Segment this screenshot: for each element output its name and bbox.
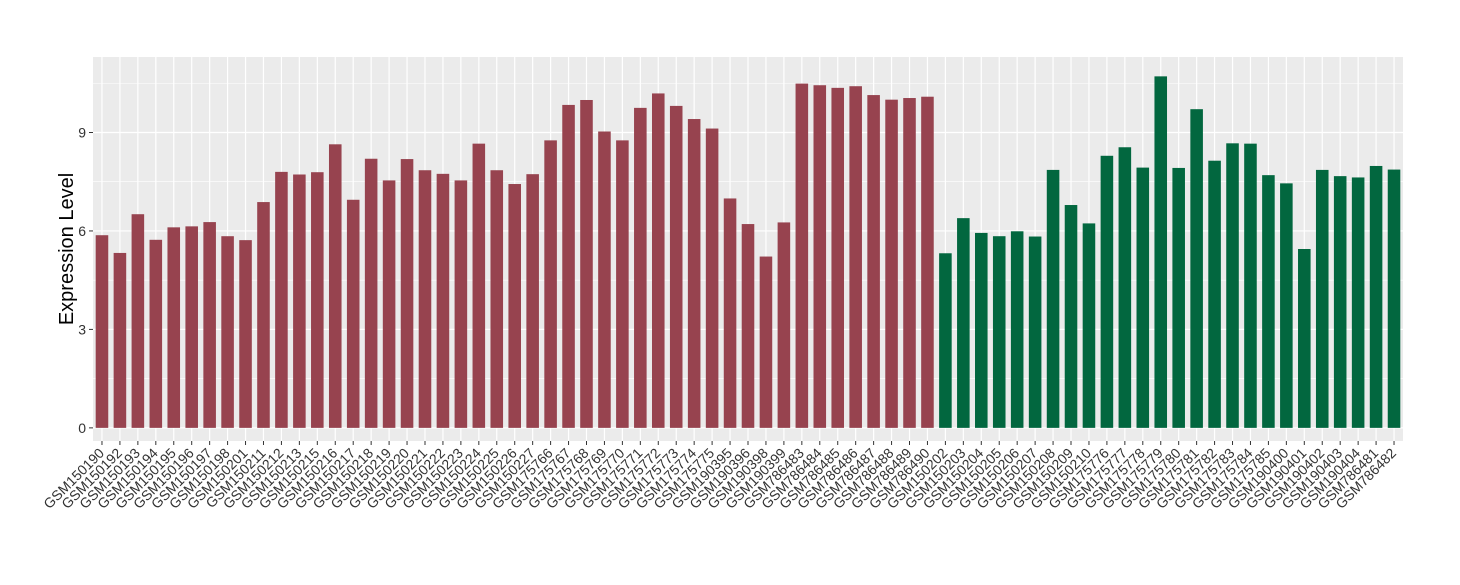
x-axis: GSM150190GSM150192GSM150193GSM150194GSM1…: [40, 441, 1399, 512]
bar: [598, 131, 611, 428]
bar: [1028, 236, 1042, 428]
bar: [1154, 76, 1168, 428]
bar: [167, 227, 181, 428]
bar: [328, 144, 342, 428]
bar: [1172, 167, 1185, 428]
bar: [293, 174, 306, 428]
bar: [95, 235, 109, 428]
bar: [1010, 231, 1024, 428]
y-axis: 0 3 6 9: [78, 124, 93, 436]
bar: [921, 96, 934, 428]
bar: [1262, 175, 1275, 428]
bar: [1208, 160, 1221, 428]
bar: [544, 140, 557, 428]
y-axis-label: Expression Level: [56, 173, 78, 325]
bar: [454, 180, 468, 428]
bar: [490, 170, 504, 428]
bar: [1351, 177, 1365, 428]
bar: [634, 107, 647, 428]
bar: [382, 180, 396, 428]
bar: [113, 252, 127, 428]
bar: [813, 85, 827, 428]
bar: [1387, 169, 1401, 428]
bar: [275, 171, 288, 428]
bar: [939, 253, 952, 428]
bar: [687, 119, 701, 428]
bar: [1298, 249, 1311, 428]
bar: [669, 105, 683, 428]
bar: [149, 239, 163, 428]
bar: [1226, 143, 1239, 428]
bar: [364, 158, 378, 428]
bar: [1136, 167, 1150, 428]
bar: [1082, 223, 1096, 428]
bar: [795, 83, 809, 428]
bar: [1280, 183, 1293, 428]
bar: [867, 95, 880, 428]
bar: [472, 143, 486, 428]
bar: [1046, 169, 1060, 428]
bar: [526, 174, 539, 428]
bar: [975, 232, 988, 428]
bar: [436, 173, 450, 428]
bar: [400, 159, 414, 428]
bar: [562, 104, 575, 428]
bar: [1100, 155, 1114, 428]
bar: [723, 198, 737, 428]
bar: [580, 99, 593, 428]
bar: [418, 170, 432, 428]
y-tick-label: 3: [78, 321, 86, 337]
bar: [992, 236, 1006, 428]
bar: [131, 214, 145, 428]
y-tick-label: 9: [78, 124, 86, 140]
bar: [849, 86, 862, 428]
bar: [903, 98, 916, 428]
bar: [185, 226, 198, 428]
bar: [1369, 165, 1383, 428]
bar: [346, 199, 360, 428]
bar: [885, 99, 898, 428]
bar: [1315, 169, 1329, 428]
bar: [221, 236, 234, 428]
bar: [651, 93, 665, 428]
bar: [508, 184, 521, 428]
bar: [777, 222, 791, 428]
bar: [616, 140, 629, 428]
y-tick-label: 0: [78, 420, 86, 436]
bars: [95, 76, 1401, 428]
bar: [957, 218, 970, 428]
y-tick-label: 6: [78, 223, 86, 239]
bar: [1333, 176, 1347, 428]
bar: [1118, 147, 1132, 428]
bar: [239, 240, 252, 428]
bar: [311, 172, 324, 428]
bar: [705, 128, 719, 428]
bar: [1064, 205, 1078, 428]
bar: [741, 224, 755, 428]
bar: [831, 87, 845, 428]
bar: [1190, 109, 1203, 428]
bar: [1244, 143, 1257, 428]
bar: [203, 222, 216, 428]
bar: [759, 256, 773, 428]
bar: [257, 202, 270, 428]
